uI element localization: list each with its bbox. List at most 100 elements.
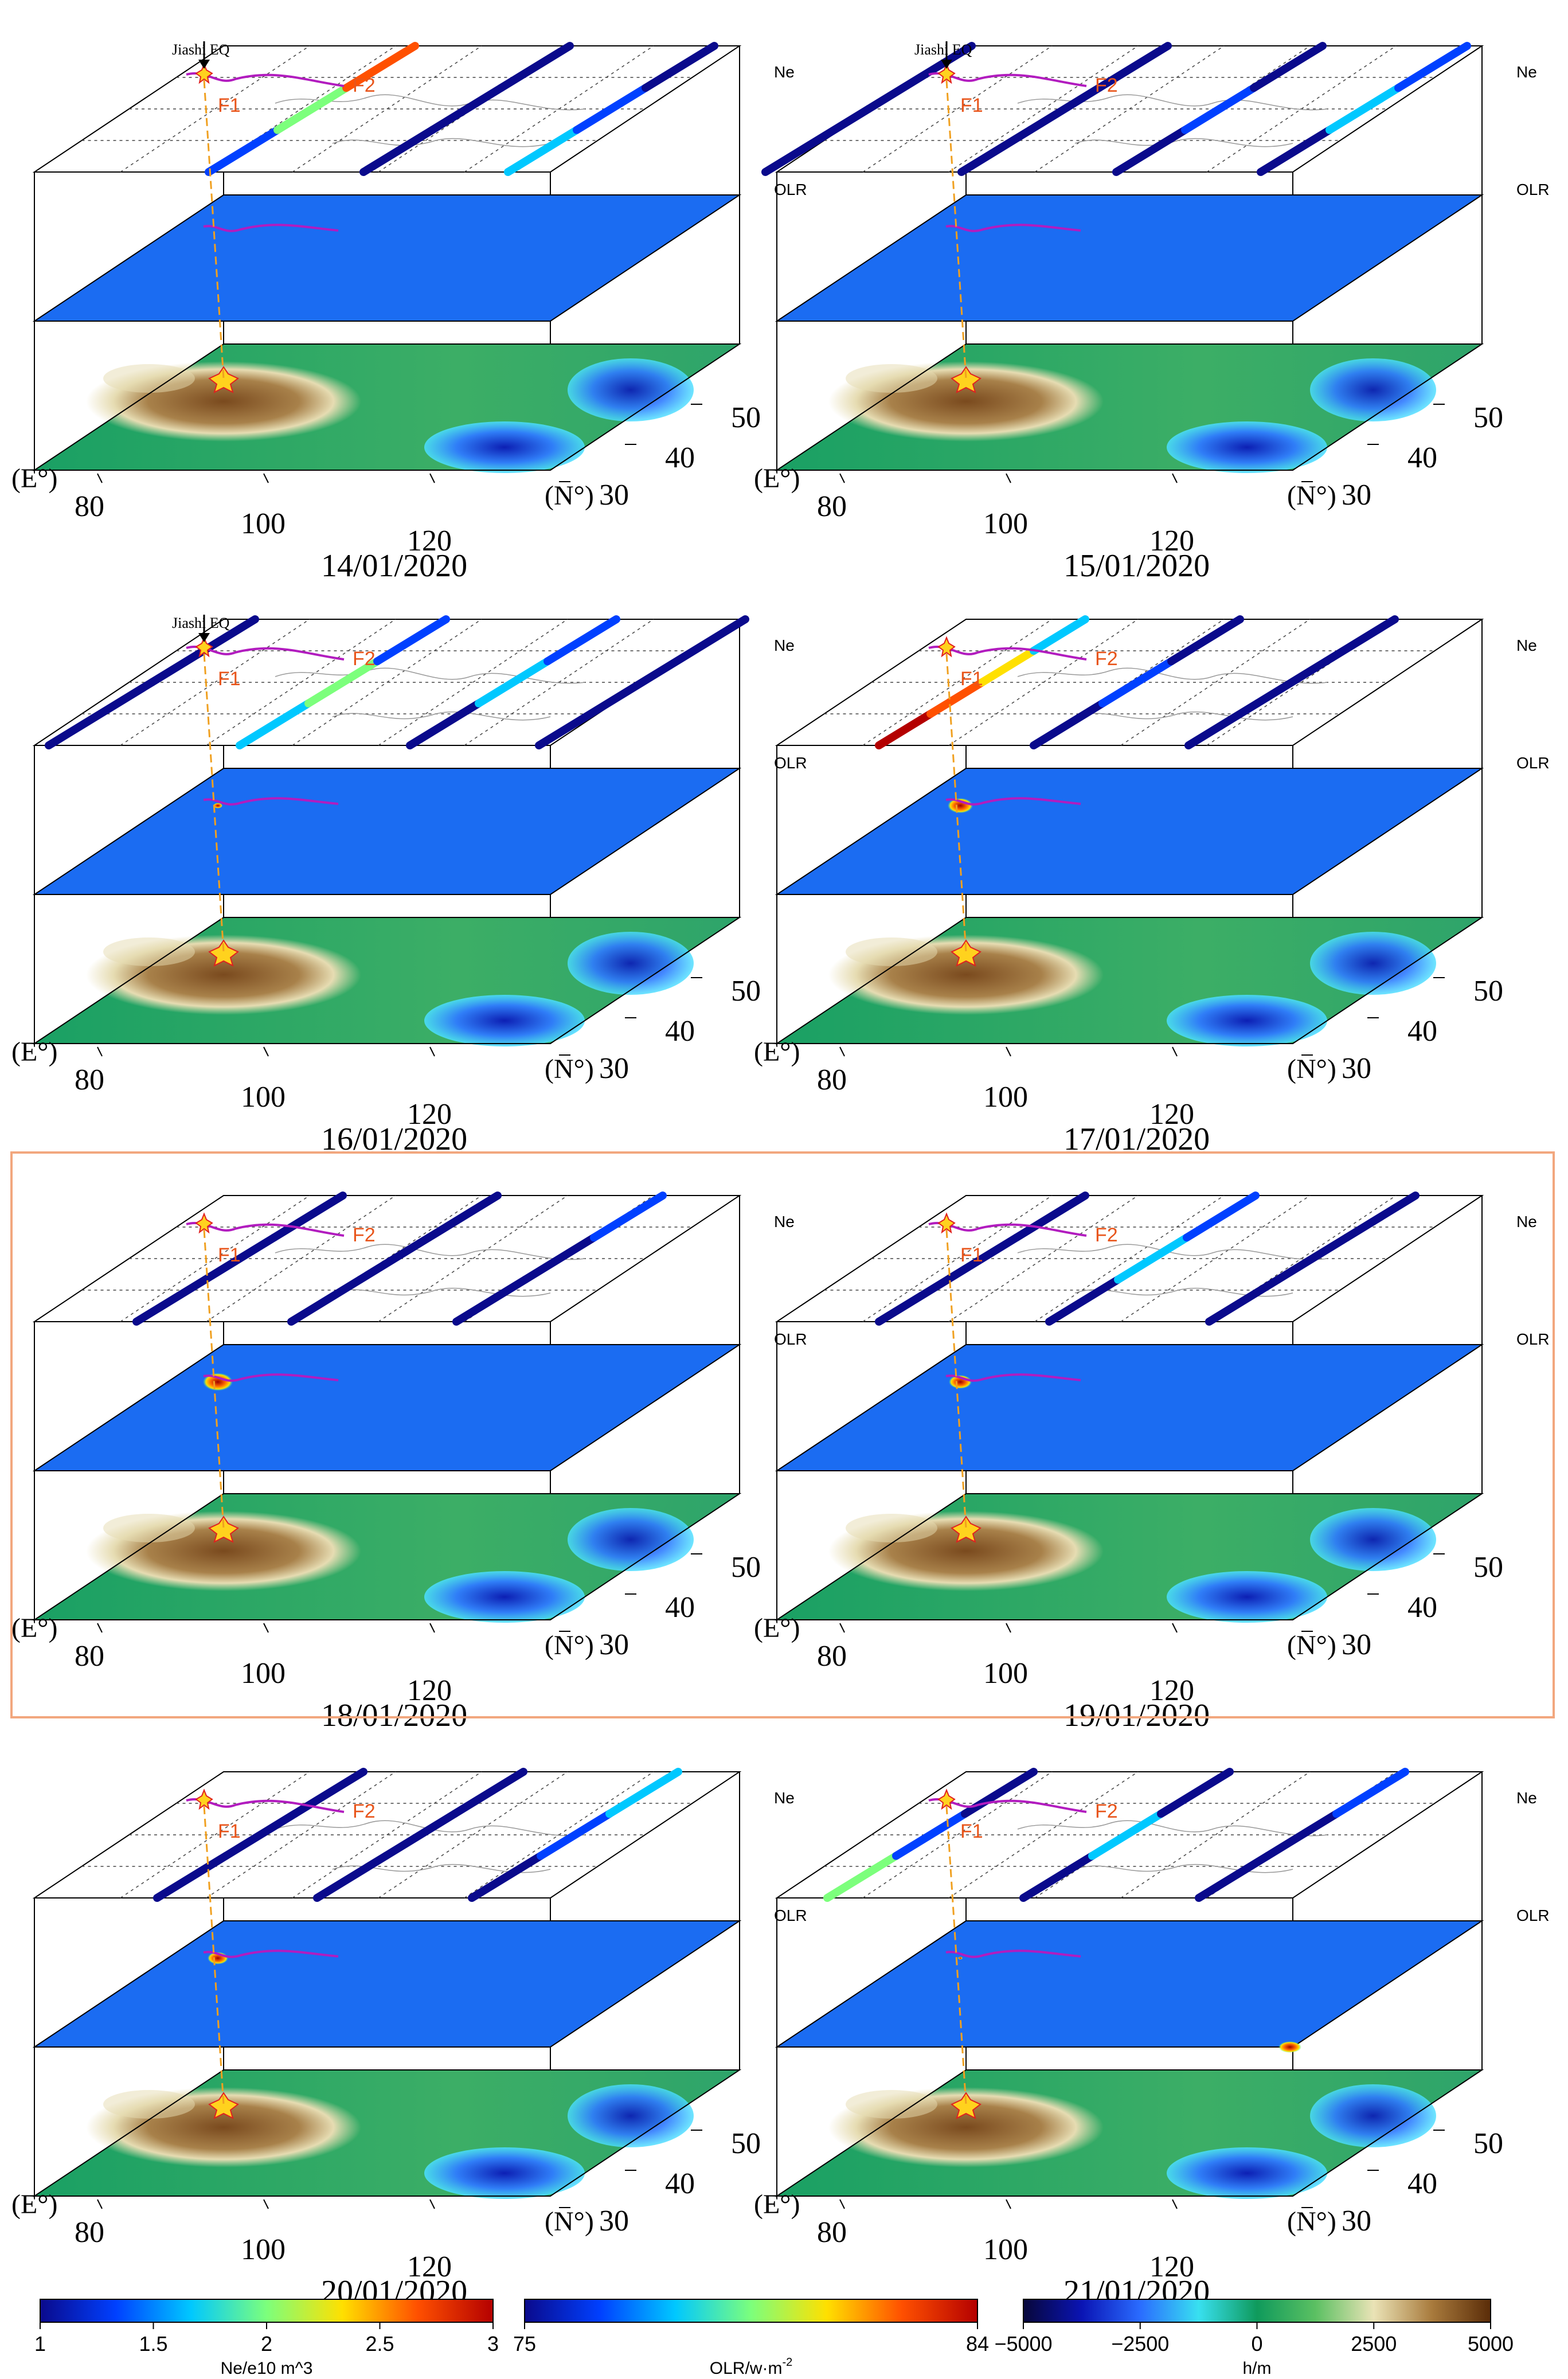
olr-plane — [775, 1344, 1484, 1471]
lon-tick-label: 80 — [75, 2216, 104, 2249]
colorbar-olr: 75 84 OLR/w·m-2 — [513, 2299, 989, 2378]
orbit-tracks — [875, 1192, 1420, 1326]
epicenter-star-icon — [951, 1515, 982, 1543]
panel-date: 17/01/2020 — [1063, 1122, 1210, 1157]
lat-tick-label: 30 — [599, 1052, 629, 1085]
lon-tick-label: 120 — [407, 1674, 452, 1707]
lat-tick-label: 40 — [1407, 1015, 1437, 1048]
lon-tick-label: 120 — [1149, 1098, 1194, 1131]
axes: (E°) 80 100 120 (N°) 30 40 50 — [11, 1551, 761, 1707]
orbit-track-segment — [1095, 42, 1172, 92]
orbit-tracks — [205, 42, 718, 176]
ne-layer-label: Ne — [1516, 1789, 1537, 1807]
fault-label-f1: F1 — [218, 1821, 241, 1842]
orbit-track-segment — [1026, 84, 1103, 134]
epicenter-star-icon — [208, 939, 239, 967]
orbit-track-segment — [823, 1851, 900, 1902]
olr-anomaly — [203, 1373, 233, 1391]
orbit-track-segment — [201, 1233, 278, 1284]
panel-date: 16/01/2020 — [321, 1122, 467, 1157]
fault-line-olr — [203, 1373, 339, 1382]
lat-axis-unit: (N°) — [1287, 2206, 1336, 2237]
olr-layer-label: OLR — [1516, 181, 1550, 198]
fault-label-f1: F1 — [960, 668, 983, 690]
lon-tick-label: 120 — [407, 2251, 452, 2283]
olr-anomaly — [948, 798, 973, 814]
panel-3: OLR F1 F2 Ne Jiashi EQ (E°) 80 100 120 (N°) 30 40 50… — [11, 615, 807, 1157]
lat-axis-unit: (N°) — [1287, 1630, 1336, 1661]
eq-label: Jiashi EQ — [914, 41, 972, 58]
lon-tick-label: 100 — [241, 2233, 286, 2266]
lat-axis-unit: (N°) — [545, 2206, 594, 2237]
panel-date: 14/01/2020 — [321, 548, 467, 584]
orbit-track-segment — [406, 699, 483, 749]
colorbar-title: Ne/e10 m^3 — [221, 2359, 313, 2378]
fault-line-olr — [203, 224, 339, 232]
orbit-track-segment — [382, 1810, 459, 1860]
orbit-track-segment — [356, 1233, 433, 1284]
orbit-track-segment — [1045, 1275, 1122, 1326]
ne-plane: F1 F2 — [32, 42, 742, 176]
orbit-track-segment — [1181, 84, 1258, 134]
orbit-track-segment — [451, 1768, 527, 1818]
lon-tick-label: 120 — [407, 1098, 452, 1131]
olr-layer-label: OLR — [774, 754, 807, 772]
olr-plane — [775, 194, 1484, 322]
orbit-track-segment — [504, 126, 581, 176]
fault-label-f1: F1 — [218, 95, 241, 116]
lat-tick-label: 30 — [599, 479, 629, 511]
lat-tick-label: 50 — [731, 1551, 761, 1584]
orbit-track-segment — [287, 1275, 364, 1326]
colorbar-tick-label: −5000 — [994, 2332, 1052, 2355]
lat-tick-label: 30 — [1342, 2205, 1371, 2237]
colorbar-gradient — [40, 2299, 494, 2323]
orbit-track-segment — [605, 1768, 682, 1818]
orbit-track-segment — [1098, 657, 1175, 708]
orbit-track-segment — [468, 1851, 545, 1902]
orbit-track-segment — [590, 1192, 667, 1242]
fault-label-f2: F2 — [1095, 1800, 1118, 1822]
orbit-track-segment — [359, 126, 436, 176]
panel-date: 18/01/2020 — [321, 1698, 467, 1733]
orbit-track-segment — [875, 710, 934, 749]
orbit-track-segment — [1394, 42, 1471, 92]
lon-tick-label: 80 — [75, 1640, 104, 1673]
lon-tick-label: 80 — [75, 1064, 104, 1096]
lon-tick-label: 80 — [817, 1064, 847, 1096]
orbit-track-segment — [342, 42, 419, 92]
orbit-track-segment — [205, 126, 281, 176]
olr-anomaly — [213, 803, 222, 808]
lon-axis-unit: (E°) — [754, 1613, 800, 1643]
panel-date: 19/01/2020 — [1063, 1698, 1210, 1733]
axes: (E°) 80 100 120 (N°) 30 40 50 — [11, 401, 761, 557]
panel-5: OLR F1 F2 Ne (E°) 80 100 120 (N°) 30 40 50 18/01/202… — [11, 1192, 807, 1733]
fault-line-olr — [945, 224, 1081, 232]
olr-plane — [32, 768, 742, 895]
orbit-track-segment — [892, 1810, 969, 1860]
ne-plane: F1 F2 — [775, 615, 1484, 749]
orbit-track-segment — [944, 1233, 1020, 1284]
orbit-track-segment — [961, 1768, 1038, 1818]
colorbar-tick-label: −2500 — [1111, 2332, 1169, 2355]
colorbar-ne: 1 1.5 2 2.5 3 Ne/e10 m^3 — [34, 2299, 499, 2378]
orbit-track-segment — [1257, 126, 1334, 176]
lat-tick-label: 40 — [665, 442, 695, 474]
lon-axis-unit: (E°) — [754, 1037, 800, 1067]
orbit-track-segment — [270, 1192, 347, 1242]
olr-plane — [775, 768, 1484, 895]
colorbar-gradient — [524, 2299, 978, 2323]
fault-line-olr — [945, 1373, 1081, 1382]
lat-tick-label: 30 — [599, 2205, 629, 2237]
orbit-track-segment — [1264, 1810, 1340, 1860]
axes: (E°) 80 100 120 (N°) 30 40 50 — [754, 975, 1503, 1131]
axes: (E°) 80 100 120 (N°) 30 40 50 — [754, 2127, 1503, 2283]
fault-line-olr — [203, 1950, 339, 1958]
lon-axis-unit: (E°) — [11, 463, 57, 494]
axes: (E°) 80 100 120 (N°) 30 40 50 — [754, 401, 1503, 557]
fault-label-f2: F2 — [353, 648, 376, 670]
lon-tick-label: 100 — [983, 1657, 1028, 1690]
orbit-track-segment — [1112, 126, 1189, 176]
orbit-track-segment — [1088, 1810, 1165, 1860]
lon-tick-label: 120 — [1149, 525, 1194, 557]
colorbar-gradient — [1023, 2299, 1491, 2323]
